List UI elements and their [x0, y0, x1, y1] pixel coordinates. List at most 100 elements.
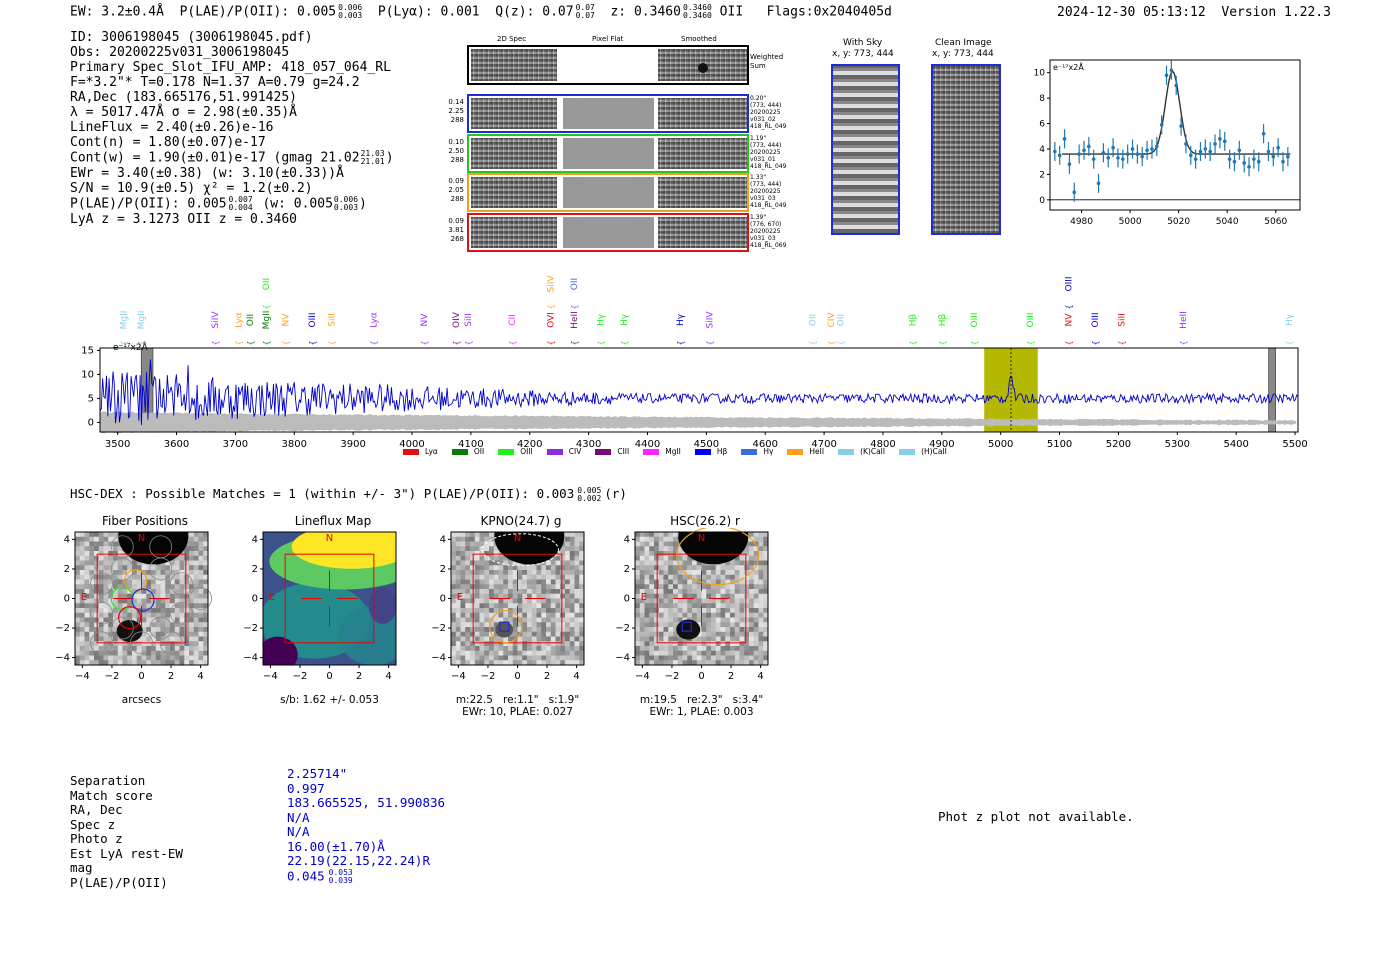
- panel-pixel: [470, 646, 476, 652]
- panel-pixel: [763, 555, 768, 561]
- panel-pixel: [673, 641, 679, 647]
- panel-pixel: [682, 565, 688, 571]
- panel-pixel: [579, 646, 584, 652]
- panel-pixel: [687, 598, 693, 604]
- panel-pixel: [127, 584, 133, 590]
- panel-pixel: [706, 570, 712, 576]
- panel-pixel: [673, 579, 679, 585]
- panel-pixel: [696, 617, 702, 623]
- panel-pixel: [117, 593, 123, 599]
- legend-label: MgII: [665, 447, 681, 456]
- panel-pixel: [84, 570, 90, 576]
- panel-pixel: [79, 589, 85, 595]
- panel-pixel: [725, 579, 731, 585]
- panel-pixel: [560, 555, 566, 561]
- panel-pixel: [198, 603, 204, 609]
- cutout-separator: [654, 96, 658, 131]
- panel-pixel: [84, 655, 90, 661]
- panel-pixel: [94, 627, 100, 633]
- panel-pixel: [117, 612, 123, 618]
- panel-pixel: [531, 636, 537, 642]
- panel-pixel: [508, 641, 514, 647]
- info-plae-sup: 0.007: [228, 195, 253, 204]
- panel-pixel: [103, 546, 109, 552]
- panel-pixel: [498, 646, 504, 652]
- spectrum-xtick-label: 4000: [399, 439, 424, 450]
- match-value-specz: N/A: [287, 809, 310, 825]
- panel-pixel: [687, 650, 693, 656]
- cutout-row-value: 288: [450, 116, 464, 124]
- spectrum-xtick-label: 5300: [1165, 439, 1190, 450]
- panel-pixel: [165, 646, 171, 652]
- panel-pixel: [715, 603, 721, 609]
- panel-pixel: [749, 603, 755, 609]
- panel-pixel: [193, 555, 199, 561]
- panel-ytick-label: 0: [252, 594, 258, 605]
- panel-pixel: [193, 650, 199, 656]
- info-plae-w-sub: 0.003: [333, 203, 359, 212]
- panel-pixel: [531, 641, 537, 647]
- spectrum-line-marker-label: Lyα: [234, 312, 244, 328]
- image-panel-title: KPNO(24.7) g: [480, 514, 562, 528]
- zoom-data-point: [1252, 157, 1256, 161]
- panel-pixel: [184, 627, 190, 633]
- image-panel-caption: m:22.5 re:1.1" s:1.9": [455, 694, 580, 706]
- spectrum-line-marker-label: OII: [246, 314, 256, 326]
- panel-pixel: [94, 546, 100, 552]
- spectrum-line-marker: SiIV{: [211, 311, 221, 346]
- panel-pixel: [484, 574, 490, 580]
- search-box: [284, 553, 375, 644]
- panel-pixel: [170, 631, 176, 637]
- panel-pixel: [455, 631, 461, 637]
- info-plae-w: (w: 0.005: [262, 196, 333, 212]
- panel-pixel: [546, 584, 552, 590]
- panel-pixel: [663, 617, 669, 623]
- zoom-data-point: [1198, 149, 1203, 154]
- panel-pixel: [108, 560, 114, 566]
- panel-pixel: [649, 551, 655, 557]
- panel-pixel: [706, 612, 712, 618]
- panel-pixel: [696, 593, 702, 599]
- cutout-row-info: 1.39" (776, 670) 20200225 v031_03 418_RL_069: [750, 214, 786, 249]
- panel-pixel: [174, 631, 180, 637]
- panel-pixel: [132, 574, 138, 580]
- header-z-line: OII: [719, 4, 744, 20]
- panel-xtick-label: −2: [105, 671, 120, 682]
- panel-pixel: [479, 541, 485, 547]
- spectrum-line-marker-label: OIV: [452, 311, 462, 328]
- panel-pixel: [155, 589, 161, 595]
- panel-pixel: [522, 579, 528, 585]
- panel-pixel: [174, 636, 180, 642]
- panel-pixel: [711, 617, 717, 623]
- spectrum-line-marker-bracket: {: [596, 340, 605, 345]
- panel-pixel: [517, 584, 523, 590]
- panel-pixel: [108, 641, 114, 647]
- panel-pixel: [753, 636, 759, 642]
- panel-pixel: [103, 579, 109, 585]
- panel-pixel: [484, 646, 490, 652]
- panel-pixel: [649, 593, 655, 599]
- panel-pixel: [663, 612, 669, 618]
- panel-pixel: [203, 570, 208, 576]
- panel-pixel: [753, 589, 759, 595]
- panel-pixel: [560, 584, 566, 590]
- panel-pixel: [749, 598, 755, 604]
- spectrum-xtick-label: 3900: [340, 439, 365, 450]
- panel-pixel: [493, 579, 499, 585]
- fiber-circle: [149, 535, 173, 559]
- panel-pixel: [574, 541, 580, 547]
- panel-pixel: [639, 570, 645, 576]
- panel-pixel: [132, 608, 138, 614]
- panel-pixel: [146, 617, 152, 623]
- panel-pixel: [720, 636, 726, 642]
- panel-pixel: [170, 598, 176, 604]
- zoom-unit-label: e⁻¹⁷x2Å: [1053, 61, 1084, 72]
- panel-pixel: [141, 574, 147, 580]
- panel-pixel: [160, 655, 166, 661]
- panel-pixel: [465, 574, 471, 580]
- panel-pixel: [489, 641, 495, 647]
- panel-pixel: [758, 584, 764, 590]
- legend-label: Lyα: [425, 447, 438, 456]
- panel-pixel: [455, 589, 461, 595]
- panel-pixel: [763, 560, 768, 566]
